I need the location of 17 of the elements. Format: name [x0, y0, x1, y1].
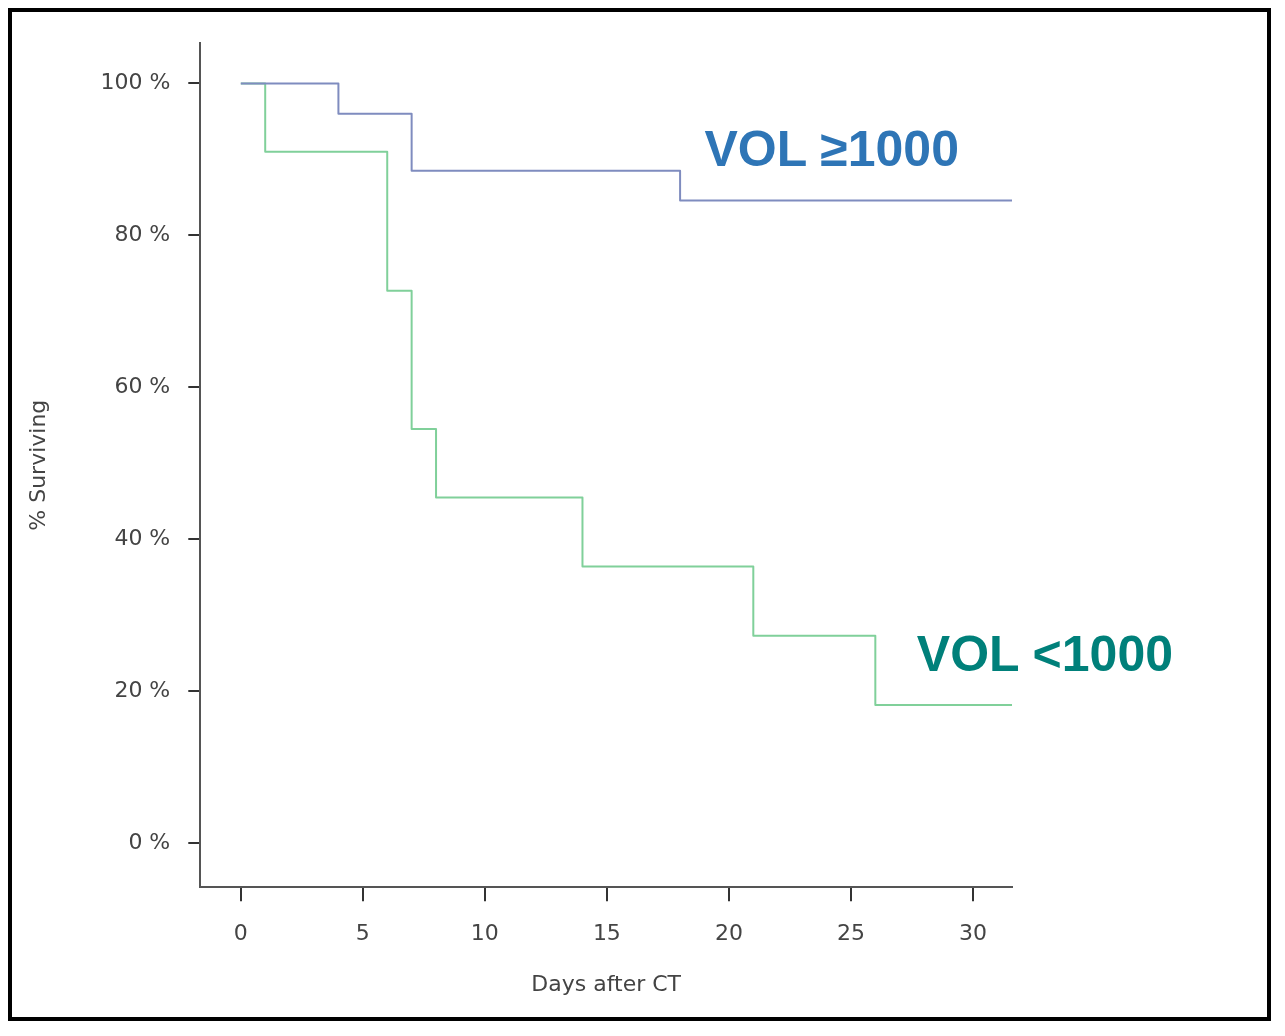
y-tick-label: 60 %	[114, 373, 171, 399]
y-axis-title: % Surviving	[24, 399, 50, 531]
x-tick-label: 15	[592, 920, 621, 946]
series-label: VOL <1000	[916, 625, 1174, 682]
x-tick-label: 0	[233, 920, 248, 946]
y-tick-label: 80 %	[114, 221, 171, 247]
y-tick-label: 0 %	[128, 828, 171, 854]
x-tick-label: 25	[836, 920, 865, 946]
x-tick-label: 30	[958, 920, 987, 946]
y-tick-label: 20 %	[114, 676, 171, 702]
y-tick-label: 40 %	[114, 524, 171, 550]
y-tick-label: 100 %	[100, 69, 171, 95]
x-tick-label: 20	[714, 920, 743, 946]
x-tick-label: 5	[355, 920, 370, 946]
x-tick-label: 10	[470, 920, 499, 946]
x-axis-title: Days after CT	[531, 970, 682, 996]
series-label: VOL ≥1000	[704, 120, 959, 177]
